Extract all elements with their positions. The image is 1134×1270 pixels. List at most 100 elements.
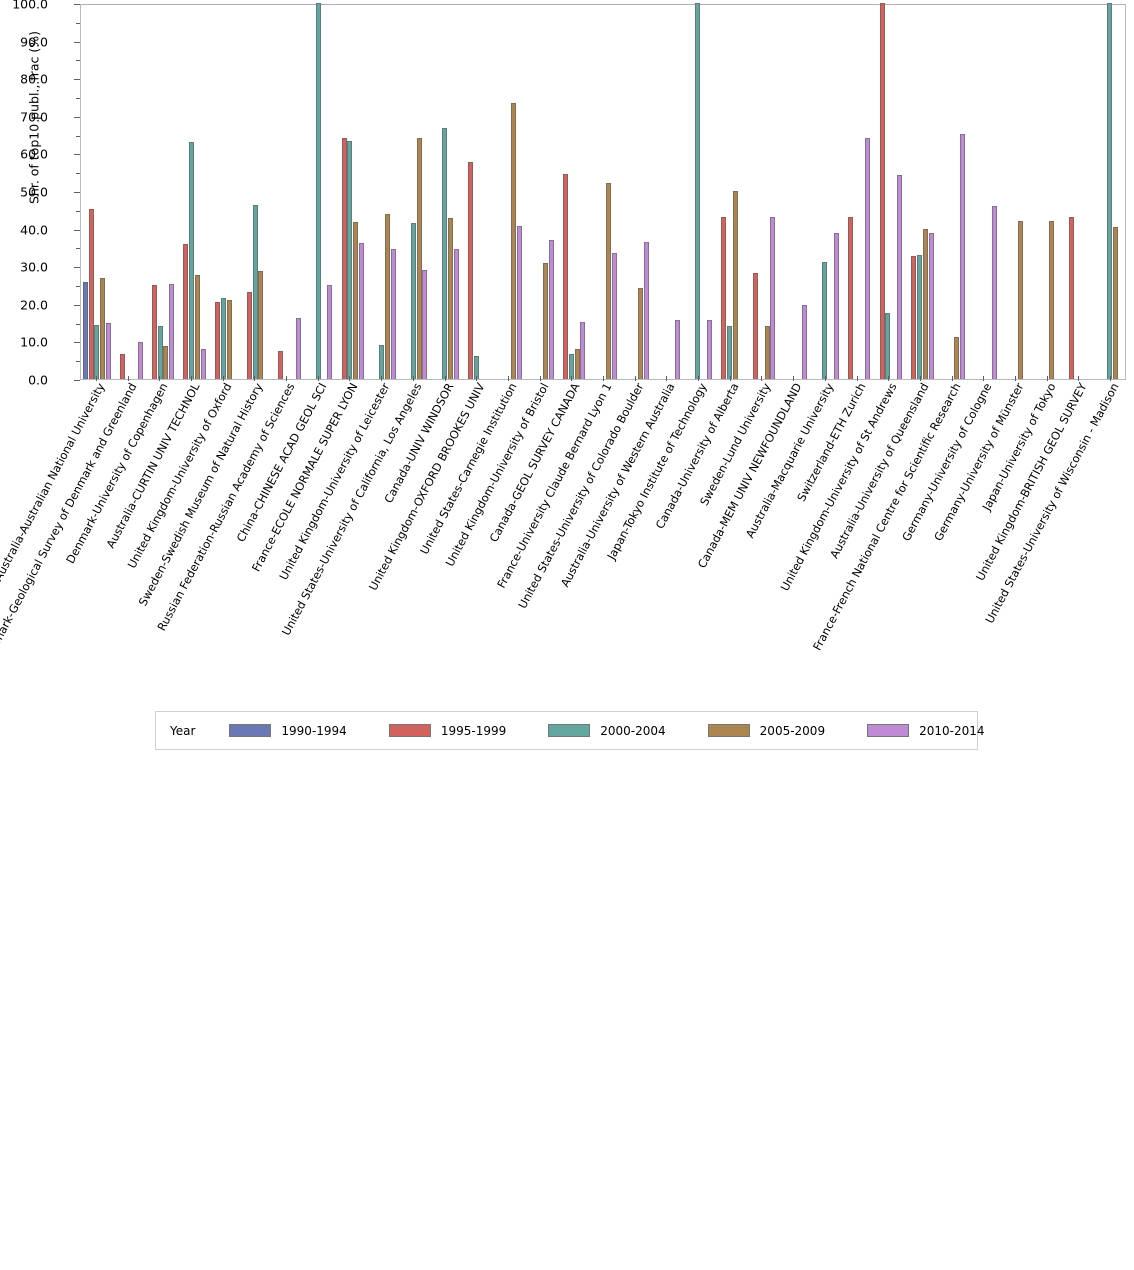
y-axis-tick-mark <box>74 192 80 193</box>
y-axis-tick-mark <box>74 267 80 269</box>
bar <box>548 239 554 379</box>
x-axis-tick-mark <box>476 376 478 381</box>
bar-group <box>682 3 714 379</box>
bar <box>1017 221 1023 379</box>
bar <box>1049 221 1055 379</box>
x-axis-tick-mark <box>444 376 446 381</box>
bar-group <box>461 5 493 379</box>
x-axis-tick-mark <box>381 376 383 381</box>
bar <box>574 348 580 379</box>
bar <box>82 282 88 379</box>
bar-group <box>239 5 271 379</box>
x-axis-tick-mark <box>666 376 668 381</box>
bar <box>517 226 523 379</box>
bar <box>721 217 727 379</box>
bar-group <box>904 5 936 379</box>
y-axis-tick-mark <box>74 342 80 344</box>
bar-group <box>366 5 398 379</box>
x-axis-tick-mark <box>159 376 161 381</box>
y-axis-minor-tick-mark <box>76 286 80 287</box>
y-axis-minor-tick-mark <box>76 135 80 137</box>
x-axis-tick-mark <box>919 376 921 381</box>
x-axis-tick-mark <box>412 376 414 381</box>
legend-color-swatch <box>388 724 431 737</box>
legend-entry[interactable]: 2000-2004 <box>548 724 666 738</box>
legend-label: 1990-1994 <box>281 723 347 738</box>
legend-label: 2010-2014 <box>919 723 985 738</box>
y-axis-tick-mark <box>74 79 80 81</box>
legend-entries: 1990-1994 1995-1999 2000-2004 2005-2009 2010… <box>229 724 1026 738</box>
bar <box>341 138 347 379</box>
legend-color-swatch <box>229 724 272 737</box>
y-axis-minor-tick-mark <box>76 173 80 175</box>
bar-group <box>809 5 841 379</box>
bar <box>896 175 902 379</box>
bar <box>543 263 549 379</box>
legend-entry[interactable]: 1990-1994 <box>229 723 347 738</box>
bar <box>474 356 479 379</box>
bar <box>359 242 364 379</box>
x-axis-tick-mark <box>951 376 953 381</box>
bar <box>727 325 733 379</box>
bar <box>183 243 189 379</box>
bar <box>991 206 997 379</box>
x-axis-tick-mark <box>95 376 97 381</box>
chart-legend: Year 1990-1994 1995-1999 2000-2004 2005-200… <box>155 711 985 750</box>
bar <box>922 228 928 379</box>
bar <box>157 326 163 379</box>
y-axis-tick-label: 70.0 <box>20 109 48 125</box>
bar <box>137 342 143 379</box>
x-axis-tick-mark <box>254 376 256 381</box>
y-axis-tick-label: 80.0 <box>20 71 48 87</box>
bar-group <box>144 5 176 379</box>
bar <box>568 354 574 379</box>
x-axis-tick-mark <box>983 376 985 381</box>
x-axis-tick-mark <box>856 376 858 381</box>
y-axis-tick-label: 90.0 <box>20 34 48 50</box>
bar-group <box>840 5 872 379</box>
x-axis-tick-mark <box>571 376 573 381</box>
bar-group <box>113 5 145 379</box>
y-axis-tick-label: 20.0 <box>20 297 48 313</box>
bar <box>189 141 195 379</box>
bar <box>606 182 612 379</box>
y-axis-minor-tick-mark <box>76 361 80 363</box>
bar <box>88 209 94 379</box>
bar <box>822 261 828 379</box>
y-axis-tick-label: 50.0 <box>20 184 48 200</box>
bar <box>252 204 258 379</box>
bar-group <box>967 5 999 379</box>
x-axis-tick-mark <box>761 376 763 381</box>
x-axis-tick-mark <box>824 376 826 381</box>
legend-entry[interactable]: 2005-2009 <box>707 724 825 738</box>
bar-group <box>524 5 556 379</box>
y-axis-tick-label: 100.0 <box>12 0 48 12</box>
bar <box>928 232 934 379</box>
bar-group <box>1030 5 1062 379</box>
bar <box>954 336 960 379</box>
y-axis-tick-mark <box>74 304 80 306</box>
bar-group <box>397 5 429 379</box>
bar <box>453 248 459 379</box>
bar <box>163 345 169 379</box>
bar-group <box>587 5 619 379</box>
bar-group <box>302 3 334 379</box>
x-axis-tick-mark <box>603 376 604 381</box>
x-axis-tick-mark <box>888 376 890 381</box>
bar <box>120 354 126 379</box>
y-axis-tick-label: 40.0 <box>20 222 48 238</box>
bar <box>801 304 807 379</box>
y-axis-minor-tick-mark <box>76 210 80 212</box>
bar <box>580 322 586 379</box>
bar <box>911 255 917 379</box>
bar-group <box>492 5 524 379</box>
y-axis-minor-tick-mark <box>76 98 80 99</box>
bar <box>1069 217 1075 379</box>
bar <box>695 3 701 379</box>
legend-entry[interactable]: 2010-2014 <box>867 723 985 738</box>
legend-color-swatch <box>548 724 591 737</box>
bar <box>511 102 517 379</box>
legend-entry[interactable]: 1995-1999 <box>388 724 506 738</box>
y-axis-minor-tick-mark <box>76 22 80 24</box>
bar <box>637 288 643 379</box>
